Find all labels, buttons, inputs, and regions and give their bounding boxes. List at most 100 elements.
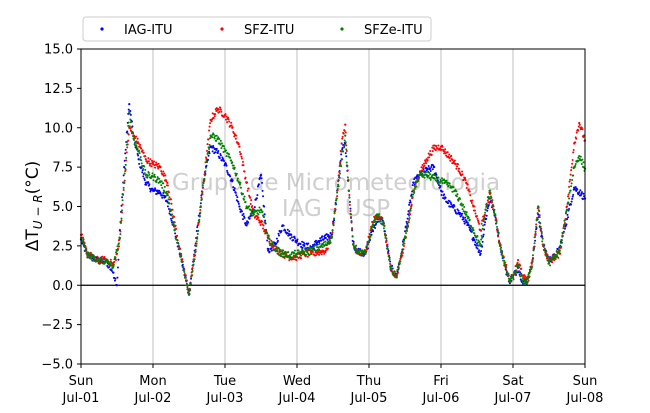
data-point [305, 253, 308, 256]
data-point [490, 196, 493, 199]
data-point [432, 164, 435, 167]
x-tick-label-date: Jul-01 [62, 391, 100, 406]
data-point [344, 134, 347, 137]
data-point [544, 252, 547, 255]
data-point [322, 238, 325, 241]
data-point [436, 177, 439, 180]
data-point [266, 232, 269, 235]
data-point [479, 252, 482, 255]
data-point [162, 170, 165, 173]
data-point [388, 258, 391, 261]
data-point [414, 182, 417, 185]
data-point [255, 197, 258, 200]
data-point [407, 213, 410, 216]
data-point [205, 158, 208, 161]
data-point [401, 250, 404, 253]
data-point [569, 189, 572, 192]
data-point [559, 245, 562, 248]
data-point [133, 138, 136, 141]
data-point [225, 155, 228, 158]
data-point [416, 176, 419, 179]
data-point [178, 248, 181, 251]
data-point [339, 172, 342, 175]
data-point [170, 198, 172, 201]
data-point [109, 258, 112, 261]
data-point [236, 177, 239, 180]
data-point [161, 196, 164, 199]
data-point [366, 242, 369, 245]
data-point [484, 211, 487, 214]
data-point [116, 266, 119, 269]
data-point [565, 205, 569, 208]
data-point [468, 190, 471, 193]
data-point [455, 165, 458, 168]
data-point [313, 243, 316, 246]
data-point [462, 203, 465, 206]
data-point [418, 173, 421, 176]
data-point [118, 238, 121, 241]
data-point [313, 245, 316, 248]
data-point [473, 239, 476, 242]
data-point [229, 175, 232, 178]
data-point [523, 277, 526, 280]
data-point [121, 203, 124, 206]
data-point [98, 257, 100, 260]
data-point [303, 244, 306, 247]
data-point [280, 230, 283, 233]
data-point [423, 164, 426, 167]
data-point [356, 252, 359, 255]
data-point [183, 270, 186, 273]
data-point [567, 201, 570, 204]
data-point [124, 163, 127, 166]
data-point [244, 176, 247, 179]
data-point [518, 270, 521, 273]
data-point [345, 144, 348, 147]
data-point [445, 181, 448, 184]
data-point [507, 277, 510, 280]
data-point [264, 219, 267, 222]
data-point [216, 109, 219, 112]
data-point [540, 234, 543, 237]
data-point [534, 233, 537, 236]
data-point [119, 230, 122, 233]
data-point [157, 167, 160, 170]
data-point [406, 229, 409, 232]
data-point [415, 181, 418, 184]
data-point [234, 137, 237, 140]
data-point [354, 249, 357, 252]
data-point [483, 228, 486, 231]
data-point [542, 243, 545, 246]
data-point [143, 178, 146, 181]
data-point [194, 248, 197, 251]
data-point [225, 164, 228, 167]
data-point [101, 259, 104, 262]
data-point [555, 254, 558, 257]
data-point [246, 189, 249, 192]
data-point [190, 277, 193, 280]
data-point [166, 194, 169, 197]
data-point [527, 279, 530, 282]
data-point [479, 244, 482, 247]
data-point [262, 224, 265, 227]
data-point [156, 165, 159, 168]
data-point [335, 197, 338, 200]
data-point [207, 151, 210, 154]
data-point [307, 253, 310, 256]
data-point [168, 196, 171, 199]
data-point [480, 234, 483, 237]
data-point [363, 249, 366, 252]
data-point [399, 254, 402, 257]
data-point [546, 259, 549, 262]
data-point [428, 156, 431, 159]
x-tick-label-date: Jul-04 [278, 391, 316, 406]
data-point [385, 240, 388, 243]
data-point [288, 254, 291, 257]
data-point [423, 162, 426, 165]
legend-label-SFZe-ITU: SFZe-ITU [364, 23, 423, 38]
data-point [412, 193, 415, 196]
data-point [270, 247, 273, 250]
data-point [409, 199, 412, 202]
data-point [338, 174, 341, 177]
data-point [211, 112, 214, 115]
data-point [267, 247, 270, 250]
